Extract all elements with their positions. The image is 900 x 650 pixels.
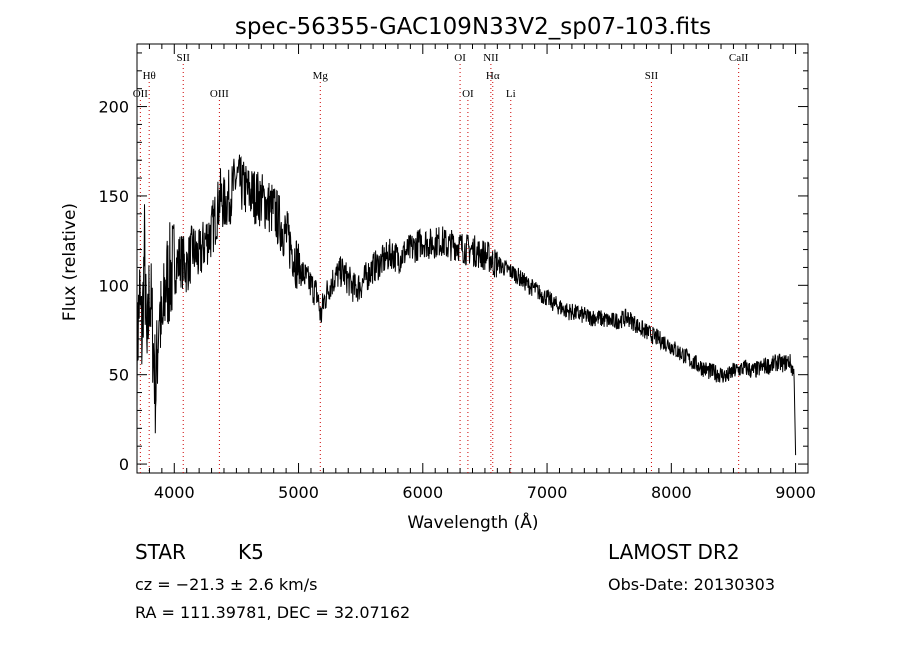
x-tick-label: 4000 bbox=[154, 483, 195, 502]
x-tick-label: 6000 bbox=[402, 483, 443, 502]
spectrum-line bbox=[136, 154, 797, 456]
x-tick-label: 8000 bbox=[651, 483, 692, 502]
line-marker-label: CaII bbox=[729, 52, 749, 64]
y-axis-label: Flux (relative) bbox=[60, 203, 80, 321]
line-marker-label: SII bbox=[176, 52, 190, 64]
line-marker-label: OI bbox=[454, 52, 466, 64]
line-markers: OII Hθ SII OIII Mg OI OI NII Hα Li SII CaII bbox=[133, 52, 749, 473]
subclass-label: K5 bbox=[238, 540, 264, 564]
y-tick-label: 150 bbox=[98, 187, 129, 206]
line-marker-label: Hα bbox=[486, 70, 500, 82]
y-tick-label: 200 bbox=[98, 98, 129, 117]
plot-frame bbox=[136, 43, 809, 474]
survey-label: LAMOST DR2 bbox=[608, 540, 740, 564]
line-marker-label: OI bbox=[462, 88, 474, 100]
x-tick-label: 7000 bbox=[527, 483, 568, 502]
x-axis-label: Wavelength (Å) bbox=[407, 511, 538, 533]
y-tick-label: 0 bbox=[119, 455, 129, 474]
x-tick-label: 5000 bbox=[278, 483, 319, 502]
line-marker-label: SII bbox=[645, 70, 659, 82]
x-axis-ticks: 4000 5000 6000 7000 8000 9000 bbox=[136, 44, 816, 502]
class-label: STAR bbox=[135, 540, 186, 564]
line-marker-label: Li bbox=[506, 88, 516, 100]
coordinates-text: RA = 111.39781, DEC = 32.07162 bbox=[135, 603, 411, 622]
line-marker-label: Hθ bbox=[143, 70, 156, 82]
obs-date-text: Obs-Date: 20130303 bbox=[608, 575, 776, 594]
line-marker-label: OIII bbox=[210, 88, 229, 100]
line-marker-label: NII bbox=[483, 52, 499, 64]
y-tick-label: 50 bbox=[109, 366, 129, 385]
redshift-text: cz = −21.3 ± 2.6 km/s bbox=[135, 575, 318, 594]
line-marker-label: Mg bbox=[313, 70, 329, 82]
line-marker-label: OII bbox=[133, 88, 149, 100]
y-axis-ticks: 0 50 100 150 200 bbox=[98, 52, 808, 474]
x-tick-label: 9000 bbox=[775, 483, 816, 502]
y-tick-label: 100 bbox=[98, 276, 129, 295]
chart-title: spec-56355-GAC109N33V2_sp07-103.fits bbox=[235, 14, 711, 40]
